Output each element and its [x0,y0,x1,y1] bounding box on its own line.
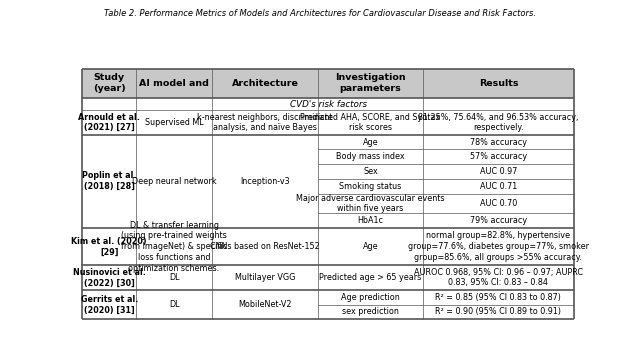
Text: AUROC 0.968, 95% CI: 0.96 – 0.97; AUPRC
0.83, 95% CI: 0.83 – 0.84: AUROC 0.968, 95% CI: 0.96 – 0.97; AUPRC … [414,268,583,287]
Text: Deep neural network: Deep neural network [132,177,216,186]
Text: Nusinovici et al.
(2022) [30]: Nusinovici et al. (2022) [30] [73,268,146,287]
Text: Age: Age [363,242,378,251]
Text: Inception-v3: Inception-v3 [240,177,290,186]
Text: Gerrits et al.
(2020) [31]: Gerrits et al. (2020) [31] [81,295,138,315]
Text: AI model and: AI model and [139,79,209,88]
Text: DL & transfer learning
(using pre-trained weights
from ImageNet) & specific
loss: DL & transfer learning (using pre-traine… [121,220,227,273]
Text: AUC 0.71: AUC 0.71 [480,182,517,191]
Text: Smoking status: Smoking status [339,182,401,191]
Text: R² = 0.85 (95% CI 0.83 to 0.87): R² = 0.85 (95% CI 0.83 to 0.87) [435,292,561,302]
Text: 57% accuracy: 57% accuracy [470,152,527,161]
Text: DL: DL [169,273,179,282]
Text: Sex: Sex [363,167,378,176]
Text: Arnould et al.
(2021) [27]: Arnould et al. (2021) [27] [78,113,140,132]
Text: Predicted AHA, SCORE, and Syntax
risk scores: Predicted AHA, SCORE, and Syntax risk sc… [300,113,440,132]
Bar [83,68,573,98]
Text: Investigation
parameters: Investigation parameters [335,73,406,93]
Text: Results: Results [479,79,518,88]
Text: 79% accuracy: 79% accuracy [470,216,527,225]
Text: 81.25%, 75.64%, and 96.53% accuracy,
respectively.: 81.25%, 75.64%, and 96.53% accuracy, res… [418,113,579,132]
Text: DL: DL [169,300,179,309]
Text: AUC 0.97: AUC 0.97 [480,167,517,176]
Text: Study
(year): Study (year) [93,73,125,93]
Text: Kim et al. (2020)
[29]: Kim et al. (2020) [29] [72,237,147,256]
Text: MobileNet-V2: MobileNet-V2 [238,300,292,309]
Text: R² = 0.90 (95% CI 0.89 to 0.91): R² = 0.90 (95% CI 0.89 to 0.91) [435,307,561,316]
Text: Predicted age > 65 years: Predicted age > 65 years [319,273,422,282]
Text: Poplin et al.
(2018) [28]: Poplin et al. (2018) [28] [82,171,136,191]
Text: Multilayer VGG: Multilayer VGG [235,273,295,282]
Text: Table 2. Performance Metrics of Models and Architectures for Cardiovascular Dise: Table 2. Performance Metrics of Models a… [104,9,536,18]
Text: AUC 0.70: AUC 0.70 [480,199,517,208]
Text: CNNs based on ResNet-152: CNNs based on ResNet-152 [210,242,320,251]
Text: Major adverse cardiovascular events
within five years: Major adverse cardiovascular events with… [296,194,445,213]
Text: CVD's risk factors: CVD's risk factors [289,100,367,109]
Text: k-nearest neighbors, discriminant
analysis, and naïve Bayes: k-nearest neighbors, discriminant analys… [197,113,333,132]
Text: 78% accuracy: 78% accuracy [470,138,527,147]
Text: Age: Age [363,138,378,147]
Text: normal group=82.8%, hypertensive
group=77.6%, diabetes group=77%, smoker
group=8: normal group=82.8%, hypertensive group=7… [408,231,589,262]
Text: Body mass index: Body mass index [336,152,404,161]
Text: Architecture: Architecture [232,79,298,88]
Text: Age prediction: Age prediction [341,292,400,302]
Text: sex prediction: sex prediction [342,307,399,316]
Text: Supervised ML: Supervised ML [145,118,204,127]
Text: HbA1c: HbA1c [358,216,383,225]
